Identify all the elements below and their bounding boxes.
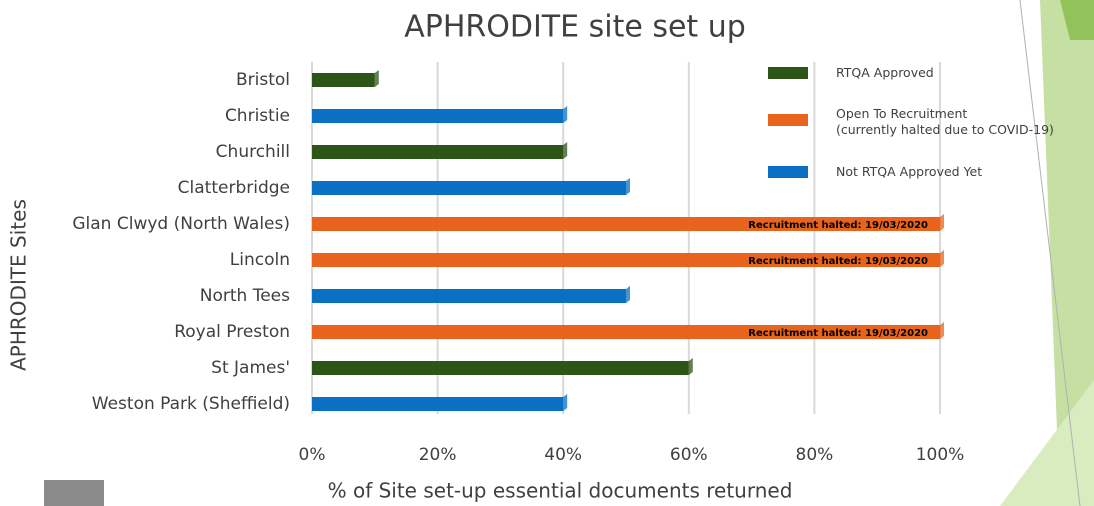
x-tick-label: 20% [419,445,457,465]
y-tick-label: Lincoln [230,250,290,270]
bar [312,397,563,411]
bar-side [626,286,630,303]
bar [312,145,563,159]
legend-label: Not RTQA Approved Yet [836,164,982,180]
y-tick-label: Royal Preston [174,322,290,342]
legend-label: Open To Recruitment (currently halted du… [836,106,1054,138]
y-tick-label: Bristol [236,70,290,90]
bar-side [626,178,630,195]
x-axis-label: % of Site set-up essential documents ret… [328,479,793,503]
legend-swatch [768,166,808,178]
bar [312,181,626,195]
legend-swatch [768,114,808,126]
bar [312,73,375,87]
bar-side [375,70,379,87]
bar [312,109,563,123]
bar-note: Recruitment halted: 19/03/2020 [748,256,928,267]
x-tick-label: 0% [299,445,326,465]
x-tick-label: 100% [916,445,965,465]
x-tick-label: 40% [544,445,582,465]
x-tick-label: 60% [670,445,708,465]
y-tick-label: Glan Clwyd (North Wales) [72,214,290,234]
photo [44,480,104,506]
y-tick-label: Churchill [216,142,290,162]
bar-note: Recruitment halted: 19/03/2020 [748,328,928,339]
legend-label: RTQA Approved [836,65,934,81]
slide: {"chart_data": {"type": "bar", "orientat… [0,0,1094,506]
y-tick-label: St James' [211,358,290,378]
chart-title: APHRODITE site set up [404,10,746,45]
bar [312,361,689,375]
x-tick-label: 80% [796,445,834,465]
bar [312,289,626,303]
y-tick-label: Clatterbridge [178,178,290,198]
legend-swatch [768,67,808,79]
bar-note: Recruitment halted: 19/03/2020 [748,220,928,231]
y-tick-label: North Tees [200,286,290,306]
y-tick-label: Christie [225,106,290,126]
y-tick-label: Weston Park (Sheffield) [92,394,290,414]
decor-triangle [1000,380,1094,506]
y-axis-label: APHRODITE Sites [7,199,31,371]
